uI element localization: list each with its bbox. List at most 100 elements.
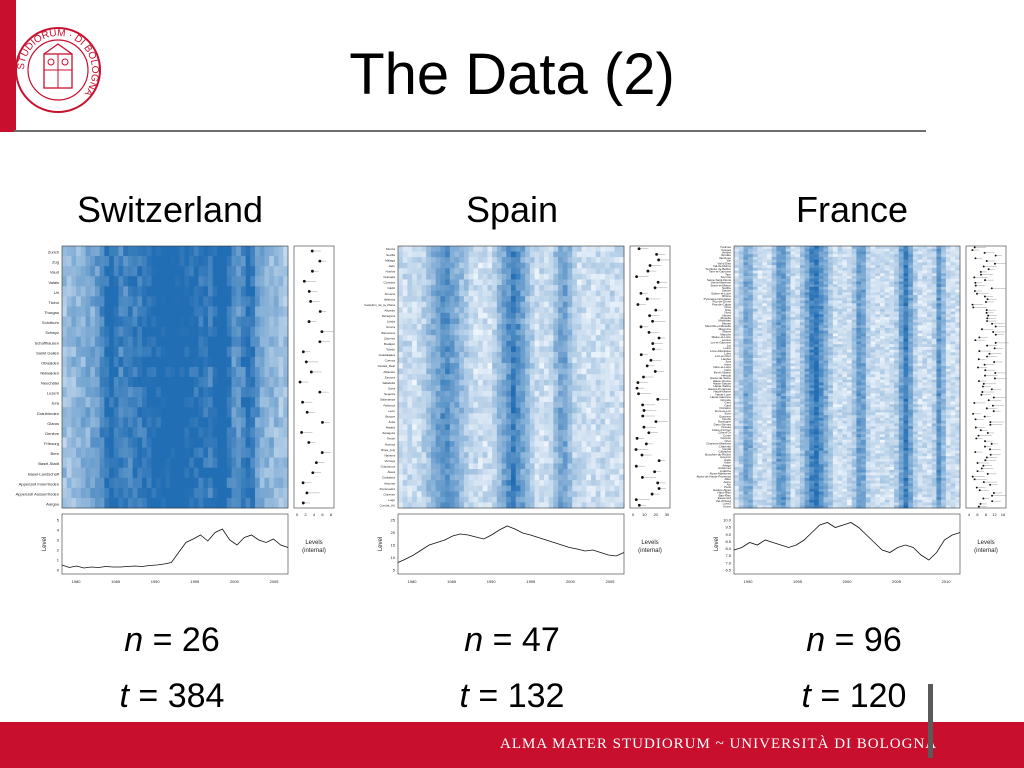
heatmap-cell xyxy=(90,246,96,257)
heatmap-cell xyxy=(553,474,559,481)
heatmap-cell xyxy=(814,276,820,280)
region-label: Valencia xyxy=(384,297,396,301)
heatmap-cell xyxy=(757,292,763,296)
heatmap-cell xyxy=(734,273,740,277)
heatmap-cell xyxy=(80,427,86,438)
heatmap-cell xyxy=(118,377,124,388)
heatmap-cell xyxy=(823,267,829,271)
heatmap-cell xyxy=(832,297,838,301)
heatmap-cell xyxy=(950,259,956,263)
heatmap-cell xyxy=(222,407,228,418)
heatmap-cell xyxy=(62,336,68,348)
heatmap-cell xyxy=(525,468,531,475)
heatmap-cell xyxy=(231,336,237,348)
heatmap-cell xyxy=(454,418,460,425)
heatmap-cell xyxy=(781,248,787,252)
heatmap-cell xyxy=(416,335,422,342)
heatmap-cell xyxy=(482,312,488,319)
heatmap-cell xyxy=(851,311,857,315)
heatmap-cell xyxy=(515,273,521,280)
heatmap-cell xyxy=(449,418,455,425)
heatmap-cell xyxy=(240,407,247,418)
heatmap-cell xyxy=(539,312,545,319)
heatmap-cell xyxy=(127,346,134,358)
heatmap-cell xyxy=(487,480,493,487)
heatmap-cell xyxy=(776,281,782,285)
heatmap-cell xyxy=(614,396,620,403)
level-line-frame xyxy=(61,513,289,575)
heatmap-cell xyxy=(482,502,488,509)
heatmap-cell xyxy=(407,340,413,347)
heatmap-cell xyxy=(440,435,446,442)
heatmap-cell xyxy=(127,246,134,257)
heatmap-cell xyxy=(908,278,914,282)
heatmap-cell xyxy=(207,256,214,267)
heatmap-cell xyxy=(605,485,611,492)
heatmap-cell xyxy=(734,308,740,312)
region-label: Barcelona xyxy=(381,331,395,335)
heatmap-cell xyxy=(435,463,441,470)
heatmap-cell xyxy=(231,316,237,328)
heatmap-cell xyxy=(762,289,768,293)
country-heading-france: France xyxy=(795,189,909,230)
heatmap-cell xyxy=(496,363,502,370)
heatmap-cell xyxy=(884,286,890,291)
heatmap-cell xyxy=(884,308,890,312)
heatmap-cell xyxy=(212,356,218,368)
heatmap-cell xyxy=(496,257,502,264)
heatmap-cell xyxy=(94,427,101,438)
heatmap-cell xyxy=(936,262,942,266)
heatmap-cell xyxy=(619,407,625,414)
heatmap-cell xyxy=(595,262,601,269)
heatmap-cell xyxy=(94,336,101,348)
heatmap-cell xyxy=(525,301,531,308)
heatmap-cell xyxy=(459,385,465,392)
heatmap-cell xyxy=(936,303,942,307)
heatmap-cell xyxy=(113,467,119,479)
level-tick: 25 xyxy=(391,518,396,523)
level-tick: 4 xyxy=(57,528,60,533)
heatmap-cell xyxy=(496,424,502,431)
heatmap-cell xyxy=(734,297,740,301)
heatmap-cell xyxy=(804,276,810,280)
heatmap-cell xyxy=(222,366,228,378)
heatmap-cell xyxy=(955,262,961,266)
heatmap-cell xyxy=(123,467,129,479)
heatmap-cell xyxy=(752,306,758,310)
heatmap-cell xyxy=(818,278,824,282)
heatmap-cell xyxy=(463,312,470,319)
heatmap-cell xyxy=(250,316,256,328)
heatmap-cell xyxy=(619,435,625,442)
heatmap-cell xyxy=(435,285,441,291)
heatmap-cell xyxy=(175,366,181,378)
heatmap-cell xyxy=(283,346,289,358)
heatmap-cell xyxy=(936,289,942,293)
heatmap-cell xyxy=(605,496,611,503)
region-label: Castellón_de_la_Plana xyxy=(364,303,395,307)
heatmap-cell xyxy=(511,346,517,353)
heatmap-cell xyxy=(558,290,564,297)
heatmap-cell xyxy=(950,300,956,304)
heatmap-cell xyxy=(142,316,148,328)
heatmap-cell xyxy=(492,374,498,381)
heatmap-cell xyxy=(273,336,279,348)
heatmap-cell xyxy=(595,312,601,319)
heatmap-cell xyxy=(430,446,437,453)
heatmap-cell xyxy=(586,329,592,336)
heatmap-cell xyxy=(156,437,162,448)
heatmap-cell xyxy=(217,346,223,358)
heatmap-cell xyxy=(762,256,768,261)
heatmap-cell xyxy=(240,326,247,338)
heatmap-cell xyxy=(496,496,502,503)
heatmap-cell xyxy=(879,295,886,299)
heatmap-cell xyxy=(945,295,951,299)
heatmap-cell xyxy=(539,257,545,264)
heatmap-cell xyxy=(539,335,545,342)
heatmap-cell xyxy=(591,457,597,464)
heatmap-cell xyxy=(156,397,162,408)
heatmap-cell xyxy=(515,351,521,358)
region-label: Guadalajara xyxy=(379,353,396,357)
heatmap-cell xyxy=(170,457,176,469)
heatmap-cell xyxy=(412,379,418,386)
heatmap-cell xyxy=(591,363,597,370)
